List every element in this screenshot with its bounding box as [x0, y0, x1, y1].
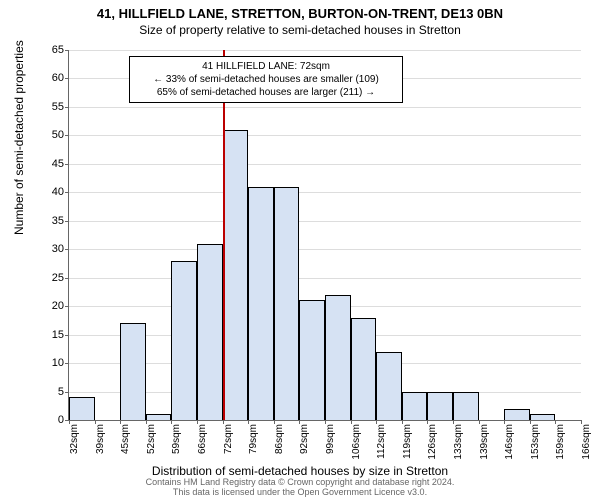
y-tick-mark	[65, 135, 69, 136]
x-tick-label: 32sqm	[69, 424, 80, 454]
annotation-box: 41 HILLFIELD LANE: 72sqm← 33% of semi-de…	[129, 56, 403, 103]
y-tick-label: 25	[52, 272, 64, 284]
gridline	[69, 50, 581, 51]
annotation-title: 41 HILLFIELD LANE: 72sqm	[136, 60, 396, 73]
property-marker-line	[223, 50, 225, 420]
histogram-bar	[197, 244, 223, 420]
x-tick-label: 146sqm	[504, 424, 515, 460]
y-tick-label: 65	[52, 44, 64, 56]
chart-subtitle: Size of property relative to semi-detach…	[0, 23, 600, 37]
y-tick-label: 5	[58, 386, 64, 398]
y-tick-mark	[65, 392, 69, 393]
gridline	[69, 192, 581, 193]
y-tick-mark	[65, 306, 69, 307]
x-tick-label: 126sqm	[427, 424, 438, 460]
gridline	[69, 249, 581, 250]
histogram-bar	[453, 392, 479, 420]
y-tick-label: 60	[52, 72, 64, 84]
plot-area: 0510152025303540455055606532sqm39sqm45sq…	[68, 50, 581, 421]
histogram-bar	[223, 130, 249, 420]
y-tick-label: 10	[52, 357, 64, 369]
y-tick-mark	[65, 278, 69, 279]
chart-title: 41, HILLFIELD LANE, STRETTON, BURTON-ON-…	[0, 0, 600, 23]
histogram-bar	[120, 323, 146, 420]
histogram-bar	[351, 318, 377, 420]
y-tick-label: 15	[52, 329, 64, 341]
gridline	[69, 164, 581, 165]
x-tick-label: 66sqm	[197, 424, 208, 454]
gridline	[69, 221, 581, 222]
footer-line1: Contains HM Land Registry data © Crown c…	[146, 477, 455, 487]
histogram-bar	[325, 295, 351, 420]
x-tick-label: 112sqm	[376, 424, 387, 459]
histogram-bar	[427, 392, 453, 420]
histogram-bar	[274, 187, 300, 420]
x-tick-label: 59sqm	[171, 424, 182, 454]
x-axis-label: Distribution of semi-detached houses by …	[0, 464, 600, 478]
x-tick-label: 45sqm	[120, 424, 131, 454]
y-tick-label: 40	[52, 186, 64, 198]
x-tick-label: 133sqm	[453, 424, 464, 460]
y-tick-mark	[65, 335, 69, 336]
y-axis-label: Number of semi-detached properties	[12, 40, 26, 235]
x-tick-label: 119sqm	[402, 424, 413, 459]
histogram-bar	[248, 187, 274, 420]
histogram-bar	[504, 409, 530, 420]
x-tick-label: 92sqm	[299, 424, 310, 454]
x-tick-label: 86sqm	[274, 424, 285, 454]
y-tick-mark	[65, 363, 69, 364]
y-tick-label: 20	[52, 300, 64, 312]
footer-attribution: Contains HM Land Registry data © Crown c…	[0, 478, 600, 498]
histogram-bar	[146, 414, 172, 420]
annotation-smaller: ← 33% of semi-detached houses are smalle…	[136, 73, 396, 86]
x-tick-label: 52sqm	[146, 424, 157, 454]
y-tick-mark	[65, 78, 69, 79]
x-tick-label: 72sqm	[223, 424, 234, 454]
y-tick-mark	[65, 192, 69, 193]
histogram-bar	[530, 414, 556, 420]
gridline	[69, 135, 581, 136]
y-tick-mark	[65, 249, 69, 250]
y-tick-mark	[65, 221, 69, 222]
gridline	[69, 278, 581, 279]
y-tick-mark	[65, 107, 69, 108]
y-tick-label: 35	[52, 215, 64, 227]
x-tick-label: 153sqm	[530, 424, 541, 460]
x-tick-label: 159sqm	[555, 424, 566, 460]
x-tick-label: 39sqm	[95, 424, 106, 454]
y-tick-label: 55	[52, 101, 64, 113]
x-tick-label: 139sqm	[479, 424, 490, 460]
gridline	[69, 107, 581, 108]
x-tick-label: 106sqm	[351, 424, 362, 460]
histogram-bar	[376, 352, 402, 420]
y-tick-label: 0	[58, 414, 64, 426]
histogram-bar	[299, 300, 325, 420]
histogram-bar	[402, 392, 428, 420]
x-tick-label: 99sqm	[325, 424, 336, 454]
footer-line2: This data is licensed under the Open Gov…	[173, 487, 427, 497]
y-tick-mark	[65, 164, 69, 165]
histogram-bar	[69, 397, 95, 420]
annotation-larger: 65% of semi-detached houses are larger (…	[136, 86, 396, 99]
y-tick-label: 30	[52, 243, 64, 255]
histogram-bar	[171, 261, 197, 420]
x-tick-label: 79sqm	[248, 424, 259, 454]
y-tick-label: 45	[52, 158, 64, 170]
y-tick-mark	[65, 50, 69, 51]
x-tick-label: 166sqm	[581, 424, 592, 460]
y-tick-label: 50	[52, 129, 64, 141]
